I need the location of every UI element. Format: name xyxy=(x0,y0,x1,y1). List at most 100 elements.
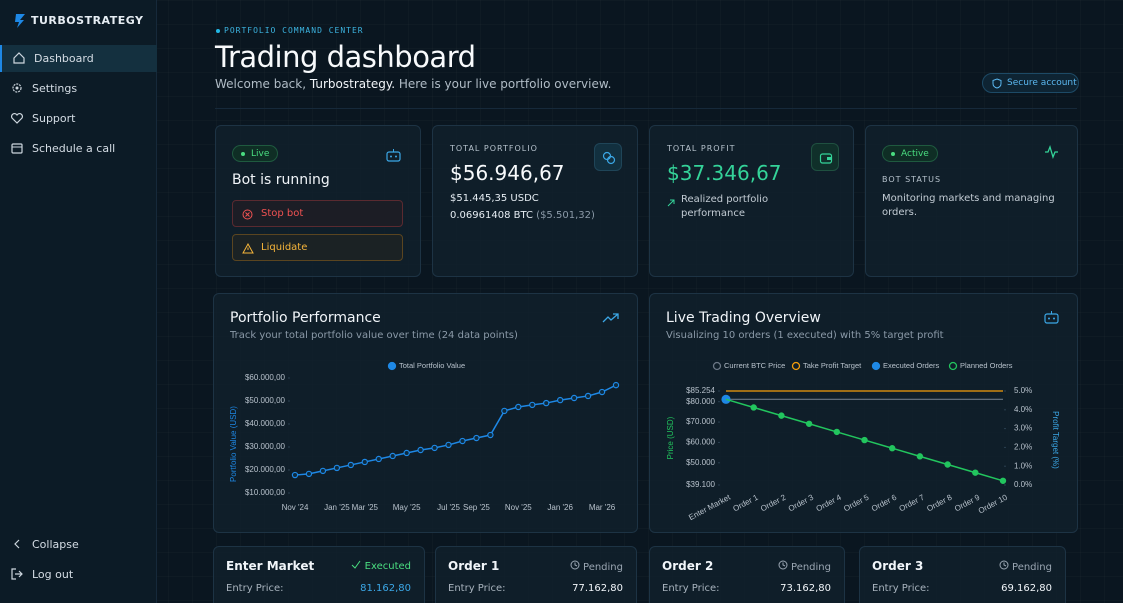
btc-amount: 0.06961408 BTC xyxy=(450,210,533,221)
y-tick-label: $60.000,00 xyxy=(245,373,286,382)
collapse[interactable]: Collapse xyxy=(0,531,157,558)
x-tick-label: Nov '25 xyxy=(505,503,532,512)
secure-label: Secure account xyxy=(1007,78,1077,88)
robot-icon xyxy=(386,149,401,162)
x-tick-label: Mar '25 xyxy=(352,503,379,512)
trend-icon xyxy=(602,313,619,323)
data-point xyxy=(833,428,841,436)
y-tick-label: $40.000,00 xyxy=(245,419,286,428)
data-point xyxy=(612,381,620,389)
y-tick-label: $60.000 xyxy=(686,438,715,447)
data-point xyxy=(305,470,313,478)
data-point xyxy=(543,399,550,407)
order-name: Order 1 xyxy=(448,559,500,573)
nav-label: Settings xyxy=(32,82,78,95)
button-label: Stop bot xyxy=(261,208,304,219)
badge-text: Active xyxy=(901,148,929,159)
order-card: Order 3 Pending Entry Price: 69.162,80 xyxy=(859,546,1066,603)
profit-note: Realized portfolio performance xyxy=(681,194,769,219)
trend-icon xyxy=(667,199,675,207)
order-price: 73.162,80 xyxy=(780,583,831,594)
page-title: Trading dashboard xyxy=(215,40,476,74)
legend-marker xyxy=(948,361,958,371)
x-tick-label: Nov '24 xyxy=(282,503,309,512)
data-point xyxy=(473,434,480,442)
order-card: Order 2 Pending Entry Price: 73.162,80 xyxy=(649,546,845,603)
data-point xyxy=(778,412,785,419)
legend-label: Current BTC Price xyxy=(724,361,785,370)
data-point xyxy=(291,471,299,479)
y-tick-label: $10.000,00 xyxy=(245,488,286,497)
data-point xyxy=(319,467,327,475)
data-point xyxy=(861,436,868,444)
order-status: Pending xyxy=(778,560,831,573)
order-status: Pending xyxy=(570,560,623,573)
data-point xyxy=(570,394,578,402)
icon xyxy=(992,78,1002,89)
nav-item[interactable]: Dashboard xyxy=(0,45,157,72)
divider xyxy=(215,108,1077,109)
stop-bot[interactable]: Stop bot xyxy=(232,200,403,227)
data-point xyxy=(375,455,382,463)
nav-item[interactable]: Settings xyxy=(0,75,157,102)
data-point xyxy=(750,404,757,411)
status-text: Executed xyxy=(364,561,411,572)
icon xyxy=(819,153,833,164)
data-point xyxy=(556,396,564,404)
data-point xyxy=(529,401,536,409)
nav-label: Log out xyxy=(32,568,74,581)
order-card: Order 1 Pending Entry Price: 77.162,80 xyxy=(435,546,637,603)
secure-account[interactable]: Secure account xyxy=(982,73,1079,93)
legend-marker xyxy=(712,361,722,371)
nav-item[interactable]: Schedule a call xyxy=(0,135,157,162)
x-tick-label: Sep '25 xyxy=(463,503,490,512)
data-point xyxy=(515,403,522,411)
icon-box xyxy=(811,143,839,171)
brand: TURBOSTRATEGY xyxy=(31,14,144,27)
nav-item[interactable]: Support xyxy=(0,105,157,132)
y-tick-label: $20.000,00 xyxy=(245,465,286,474)
badge-text: Live xyxy=(251,148,270,159)
data-point xyxy=(584,392,592,400)
y-tick-label: $50.000,00 xyxy=(245,396,286,405)
data-point xyxy=(389,452,396,460)
y-tick-label: $80.000 xyxy=(686,397,715,406)
data-point xyxy=(805,420,813,427)
legend-label: Take Profit Target xyxy=(803,361,862,370)
profit-value: $37.346,67 xyxy=(667,161,782,185)
price-label: Entry Price: xyxy=(226,583,284,594)
legend-marker xyxy=(387,361,397,371)
data-point xyxy=(459,437,466,445)
icon xyxy=(602,151,616,165)
logout[interactable]: Log out xyxy=(0,561,157,588)
robot-icon xyxy=(1044,311,1059,324)
liquidate[interactable]: Liquidate xyxy=(232,234,403,261)
welcome: Welcome back, Turbostrategy. Here is you… xyxy=(215,77,611,91)
nav-label: Dashboard xyxy=(34,52,94,65)
order-name: Order 3 xyxy=(872,559,924,573)
legend-marker xyxy=(791,361,801,371)
nav-label: Support xyxy=(32,112,76,125)
y-axis-label: Price (USD) xyxy=(666,416,675,459)
x-tick-label: May '25 xyxy=(393,503,421,512)
x-tick-label: Order 5 xyxy=(842,492,871,513)
y2-tick-label: 4.0% xyxy=(1014,405,1032,414)
data-point xyxy=(347,461,355,469)
bot-card: Live Bot is running Stop bot Liquidate xyxy=(215,125,421,277)
y2-tick-label: 5.0% xyxy=(1014,386,1032,395)
x-tick-label: Jul '25 xyxy=(437,503,460,512)
icon xyxy=(778,560,788,570)
pulse-icon xyxy=(1045,145,1058,159)
sidebar: TURBOSTRATEGY Dashboard Settings Support… xyxy=(0,0,157,603)
status-card: Active BOT STATUS Monitoring markets and… xyxy=(865,125,1078,277)
data-point xyxy=(916,453,924,460)
y2-tick-label: 0.0% xyxy=(1014,480,1032,489)
button-label: Liquidate xyxy=(261,242,308,253)
data-point xyxy=(598,388,606,396)
status-text: Pending xyxy=(1012,562,1052,573)
chart-title: Portfolio Performance xyxy=(230,310,381,326)
welcome-name: Turbostrategy. xyxy=(309,77,396,91)
icon xyxy=(13,52,25,64)
